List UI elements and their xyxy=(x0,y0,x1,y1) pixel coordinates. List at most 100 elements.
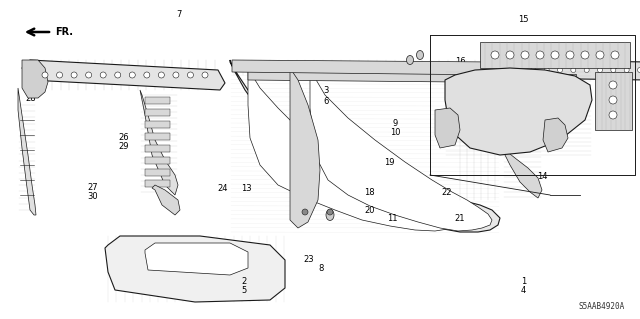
Text: 15: 15 xyxy=(608,63,618,71)
Polygon shape xyxy=(145,243,248,275)
Polygon shape xyxy=(505,60,640,80)
Circle shape xyxy=(100,72,106,78)
Text: 18: 18 xyxy=(364,188,374,197)
Circle shape xyxy=(531,68,536,72)
Circle shape xyxy=(202,72,208,78)
Text: 13: 13 xyxy=(241,184,252,193)
Text: 1: 1 xyxy=(521,277,526,286)
Text: 16: 16 xyxy=(456,57,466,66)
Polygon shape xyxy=(503,150,542,198)
Ellipse shape xyxy=(302,209,308,215)
Text: 24: 24 xyxy=(218,184,228,193)
Text: 27: 27 xyxy=(88,183,98,192)
Text: S5AAB4920A: S5AAB4920A xyxy=(579,302,625,311)
Text: 29: 29 xyxy=(118,142,129,151)
Polygon shape xyxy=(248,68,460,82)
Text: 3: 3 xyxy=(324,86,329,95)
Text: 9: 9 xyxy=(393,119,398,128)
Circle shape xyxy=(609,111,617,119)
Circle shape xyxy=(611,51,619,59)
Text: 22: 22 xyxy=(442,188,452,197)
Circle shape xyxy=(42,72,48,78)
Bar xyxy=(145,157,170,164)
Text: 4: 4 xyxy=(521,286,526,295)
Polygon shape xyxy=(22,60,225,90)
Circle shape xyxy=(557,68,563,72)
Polygon shape xyxy=(445,68,592,155)
Bar xyxy=(145,109,170,116)
Circle shape xyxy=(609,96,617,104)
Text: 25: 25 xyxy=(26,85,36,94)
Text: 15: 15 xyxy=(518,15,529,24)
Polygon shape xyxy=(248,68,460,231)
Circle shape xyxy=(544,68,549,72)
Polygon shape xyxy=(140,90,178,195)
Circle shape xyxy=(173,72,179,78)
Ellipse shape xyxy=(327,209,333,215)
Ellipse shape xyxy=(301,210,309,220)
Circle shape xyxy=(584,68,589,72)
Circle shape xyxy=(129,72,135,78)
Bar xyxy=(145,145,170,152)
Polygon shape xyxy=(18,88,36,215)
Circle shape xyxy=(86,72,92,78)
Polygon shape xyxy=(232,60,498,75)
Bar xyxy=(145,180,170,187)
Text: 20: 20 xyxy=(364,206,374,215)
Text: 2: 2 xyxy=(242,277,247,286)
Circle shape xyxy=(581,51,589,59)
Circle shape xyxy=(611,68,616,72)
Circle shape xyxy=(491,51,499,59)
Polygon shape xyxy=(230,60,500,232)
Circle shape xyxy=(56,72,63,78)
Circle shape xyxy=(71,72,77,78)
Bar xyxy=(145,133,170,140)
Polygon shape xyxy=(595,72,632,130)
Polygon shape xyxy=(502,60,525,90)
Circle shape xyxy=(596,51,604,59)
Circle shape xyxy=(637,68,640,72)
Circle shape xyxy=(598,68,602,72)
Text: 6: 6 xyxy=(324,97,329,106)
Circle shape xyxy=(624,68,629,72)
Circle shape xyxy=(506,51,514,59)
Polygon shape xyxy=(492,88,508,108)
Circle shape xyxy=(521,51,529,59)
Circle shape xyxy=(609,81,617,89)
Circle shape xyxy=(492,97,500,105)
Polygon shape xyxy=(435,108,460,148)
Bar xyxy=(145,97,170,104)
Polygon shape xyxy=(22,60,48,98)
Circle shape xyxy=(551,51,559,59)
Polygon shape xyxy=(152,185,180,215)
Ellipse shape xyxy=(417,50,424,60)
Text: FR.: FR. xyxy=(55,27,73,37)
Text: 8: 8 xyxy=(319,264,324,273)
Circle shape xyxy=(536,51,544,59)
Text: 5: 5 xyxy=(242,286,247,295)
Polygon shape xyxy=(105,236,285,302)
Circle shape xyxy=(494,99,498,103)
Polygon shape xyxy=(480,42,630,68)
Text: 23: 23 xyxy=(303,256,314,264)
Text: 7: 7 xyxy=(177,10,182,19)
Circle shape xyxy=(188,72,193,78)
Polygon shape xyxy=(543,118,568,152)
Text: 17: 17 xyxy=(531,100,541,109)
Bar xyxy=(492,74,514,88)
Ellipse shape xyxy=(326,210,334,220)
Text: 11: 11 xyxy=(387,214,397,223)
Text: 10: 10 xyxy=(390,128,401,137)
Circle shape xyxy=(571,68,576,72)
Polygon shape xyxy=(310,68,492,231)
Ellipse shape xyxy=(406,56,413,64)
Circle shape xyxy=(115,72,121,78)
Bar xyxy=(145,169,170,176)
Circle shape xyxy=(566,51,574,59)
Text: 28: 28 xyxy=(26,94,36,103)
Polygon shape xyxy=(507,120,520,140)
Polygon shape xyxy=(290,68,320,228)
Text: 26: 26 xyxy=(118,133,129,142)
Bar xyxy=(550,74,576,88)
Text: 21: 21 xyxy=(454,214,465,223)
